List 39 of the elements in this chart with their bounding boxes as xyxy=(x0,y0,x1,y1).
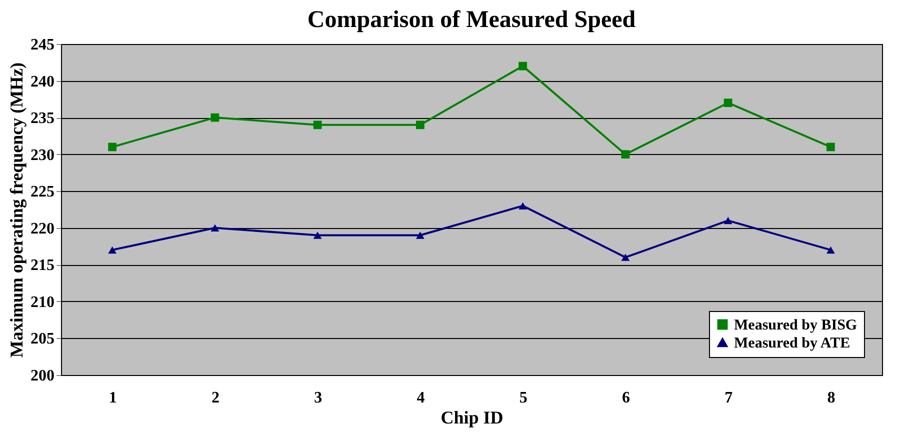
point xyxy=(518,62,527,70)
y-tick-label: 200 xyxy=(30,368,54,384)
point xyxy=(210,113,220,122)
y-axis-title: Maximum operating frequency (MHz) xyxy=(6,62,26,358)
point xyxy=(826,142,835,152)
point xyxy=(724,216,732,224)
chart-title: Comparison of Measured Speed xyxy=(307,7,636,33)
point xyxy=(621,150,630,159)
x-tick-label: 6 xyxy=(622,390,630,406)
point xyxy=(621,254,630,261)
x-tick-label: 2 xyxy=(211,390,220,406)
point xyxy=(416,232,424,239)
x-tick-label: 5 xyxy=(519,390,528,406)
point xyxy=(313,120,322,130)
point xyxy=(416,120,424,130)
y-tick-label: 245 xyxy=(30,36,54,54)
x-axis-title: Chip ID xyxy=(440,408,504,428)
y-tick-label: 235 xyxy=(30,110,54,128)
legend-label: Measured by BISG xyxy=(734,318,858,334)
point xyxy=(724,98,732,108)
y-tick-label: 240 xyxy=(30,73,54,90)
y-tick-label: 215 xyxy=(30,257,54,274)
y-tick-label: 220 xyxy=(30,220,54,238)
legend-label: Measured by ATE xyxy=(734,336,850,352)
point xyxy=(518,202,527,210)
x-tick-label: 1 xyxy=(108,390,117,406)
point xyxy=(210,224,220,232)
x-tick-label: 7 xyxy=(724,390,733,406)
point xyxy=(108,142,116,152)
x-tick-label: 3 xyxy=(314,390,322,406)
point xyxy=(826,246,835,254)
x-tick-label: 8 xyxy=(827,390,836,406)
y-tick-label: 225 xyxy=(30,184,54,201)
y-tick-label: 230 xyxy=(30,146,54,164)
x-tick-label: 4 xyxy=(416,390,425,406)
point xyxy=(108,246,116,254)
point xyxy=(313,232,322,239)
y-tick-label: 210 xyxy=(30,294,54,311)
y-tick-label: 205 xyxy=(30,330,54,348)
